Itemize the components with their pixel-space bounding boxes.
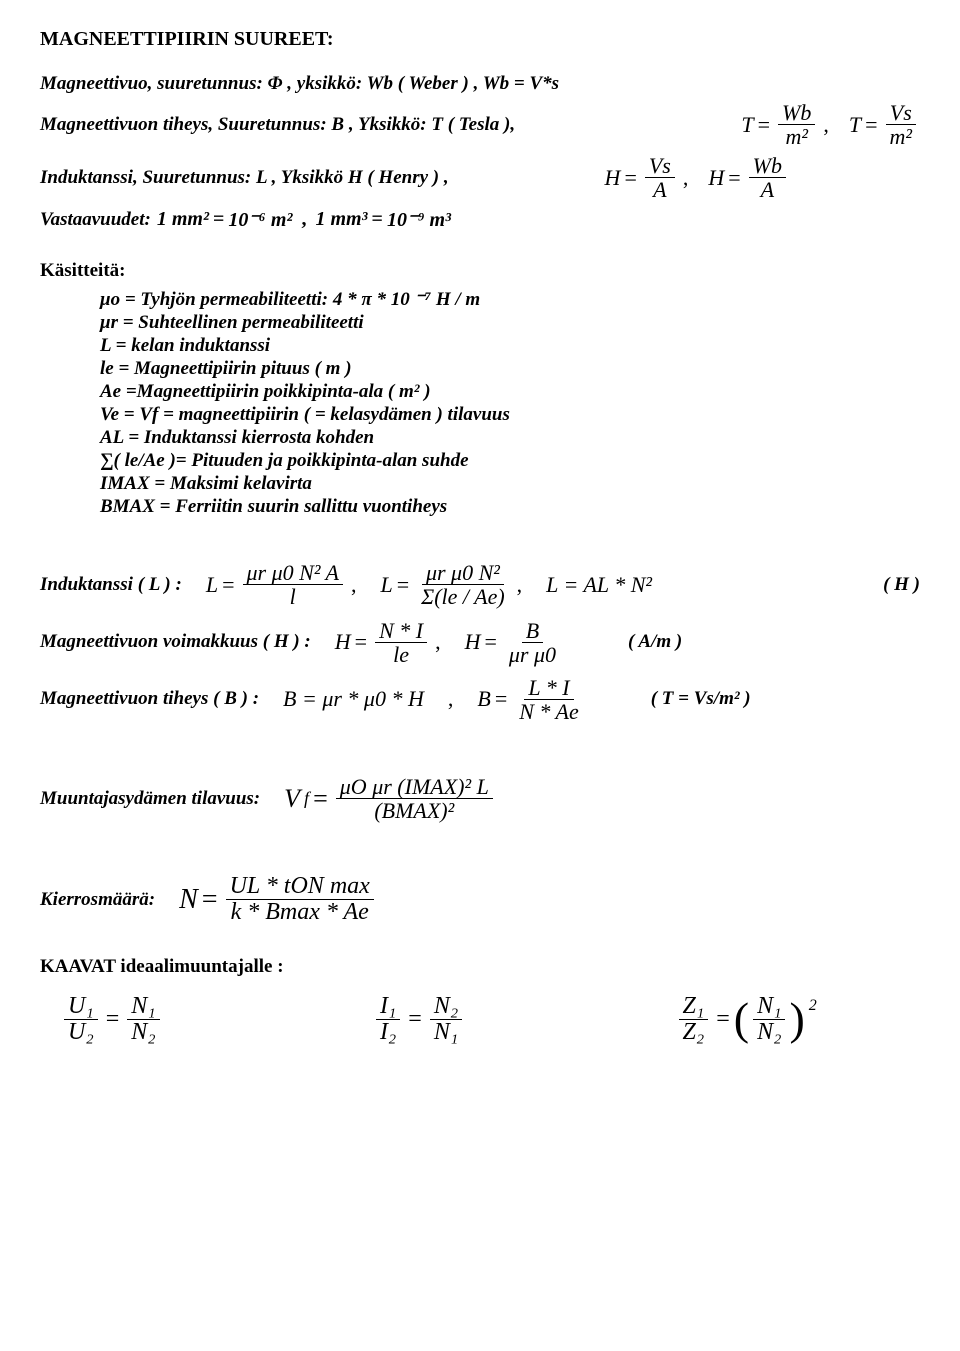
eq-Vf: Vf = μO μr (IMAX)² L (BMAX)² bbox=[284, 775, 497, 822]
eq-H1: H = N * Ile , bbox=[335, 619, 441, 666]
unit-H: ( H ) bbox=[883, 574, 920, 596]
row-N: Kierrosmäärä: N = UL * tON max k * Bmax … bbox=[40, 874, 920, 925]
def-le: le = Magneettipiirin pituus ( m ) bbox=[100, 358, 920, 380]
eq-B1: B = μr * μ0 * H bbox=[283, 686, 424, 712]
eq-H-Wb: H = WbA bbox=[708, 154, 790, 201]
kasitteita-heading: Käsitteitä: bbox=[40, 260, 920, 282]
eq-L2: L = μr μ0 N²Σ(le / Ae) , bbox=[380, 561, 522, 608]
inductance-label: Induktanssi ( L ) : bbox=[40, 574, 182, 596]
def-mur: μr = Suhteellinen permeabiliteetti bbox=[100, 312, 920, 334]
def-AL: AL = Induktanssi kierrosta kohden bbox=[100, 427, 920, 449]
ratio-I: I₁I₂ = N₂N₁ bbox=[372, 994, 466, 1045]
eq-T-Wb: T = Wbm² , bbox=[741, 101, 829, 148]
line-phi: Magneettivuo, suuretunnus: Φ , yksikkö: … bbox=[40, 73, 920, 95]
eq-H-Vs: H = VsA , bbox=[605, 154, 689, 201]
eq-B2: B = L * IN * Ae bbox=[477, 676, 586, 723]
def-L: L = kelan induktanssi bbox=[100, 335, 920, 357]
ideal-heading: KAAVAT ideaalimuuntajalle : bbox=[40, 956, 920, 978]
ratio-U: U₁U₂ = N₁N₂ bbox=[60, 994, 164, 1045]
def-Bmax: BMAX = Ferriitin suurin sallittu vuontih… bbox=[100, 496, 920, 518]
eq-mm2: 1 mm² = 10⁻⁶ m² , 1 mm³ = 10⁻⁹ m³ bbox=[157, 207, 451, 232]
def-mu0: μo = Tyhjön permeabiliteetti: 4 * π * 10… bbox=[100, 288, 920, 311]
ratio-Z: Z₁Z₂ = ( N₁N₂ ) 2 bbox=[675, 994, 817, 1045]
def-sum: ∑( le/Ae )= Pituuden ja poikkipinta-alan… bbox=[100, 450, 920, 472]
row-Hfield: Magneettivuon voimakkuus ( H ) : H = N *… bbox=[40, 619, 920, 666]
henry-eqs: H = VsA , H = WbA bbox=[605, 154, 790, 201]
Vf-label: Muuntajasydämen tilavuus: bbox=[40, 788, 260, 810]
page-root: MAGNEETTIPIIRIN SUUREET: Magneettivuo, s… bbox=[0, 0, 960, 1085]
Hfield-label: Magneettivuon voimakkuus ( H ) : bbox=[40, 631, 311, 653]
row-inductance: Induktanssi ( L ) : L = μr μ0 N² Al , L … bbox=[40, 561, 920, 608]
eq-H2: H = Bμr μ0 bbox=[465, 619, 564, 666]
line-tesla: Magneettivuon tiheys, Suuretunnus: B , Y… bbox=[40, 101, 920, 148]
definitions-block: μo = Tyhjön permeabiliteetti: 4 * π * 10… bbox=[100, 288, 920, 518]
henry-text: Induktanssi, Suuretunnus: L , Yksikkö H … bbox=[40, 167, 449, 189]
line-vastaavuudet: Vastaavuudet: 1 mm² = 10⁻⁶ m² , 1 mm³ = … bbox=[40, 207, 920, 232]
unit-Am: ( A/m ) bbox=[628, 631, 682, 653]
page-title: MAGNEETTIPIIRIN SUUREET: bbox=[40, 28, 920, 51]
N-label: Kierrosmäärä: bbox=[40, 889, 155, 911]
unit-T: ( T = Vs/m² ) bbox=[651, 688, 751, 710]
tesla-eqs: T = Wbm² , T = Vsm² bbox=[741, 101, 920, 148]
vastaavuudet-label: Vastaavuudet: bbox=[40, 209, 151, 231]
eq-L3: L = AL * N² bbox=[546, 572, 652, 598]
eq-L1: L = μr μ0 N² Al , bbox=[206, 561, 357, 608]
Bfield-label: Magneettivuon tiheys ( B ) : bbox=[40, 688, 259, 710]
def-Ve: Ve = Vf = magneettipiirin ( = kelasydäme… bbox=[100, 404, 920, 426]
tesla-text: Magneettivuon tiheys, Suuretunnus: B , Y… bbox=[40, 114, 515, 136]
eq-N: N = UL * tON max k * Bmax * Ae bbox=[179, 874, 378, 925]
def-Ae: Ae =Magneettipiirin poikkipinta-ala ( m²… bbox=[100, 381, 920, 403]
eq-T-Vs: T = Vsm² bbox=[849, 101, 920, 148]
def-Imax: IMAX = Maksimi kelavirta bbox=[100, 473, 920, 495]
ideal-ratios: U₁U₂ = N₁N₂ I₁I₂ = N₂N₁ Z₁Z₂ = ( N₁N₂ ) … bbox=[60, 994, 817, 1045]
line-henry: Induktanssi, Suuretunnus: L , Yksikkö H … bbox=[40, 154, 920, 201]
row-Bfield: Magneettivuon tiheys ( B ) : B = μr * μ0… bbox=[40, 676, 920, 723]
row-Vf: Muuntajasydämen tilavuus: Vf = μO μr (IM… bbox=[40, 775, 920, 822]
